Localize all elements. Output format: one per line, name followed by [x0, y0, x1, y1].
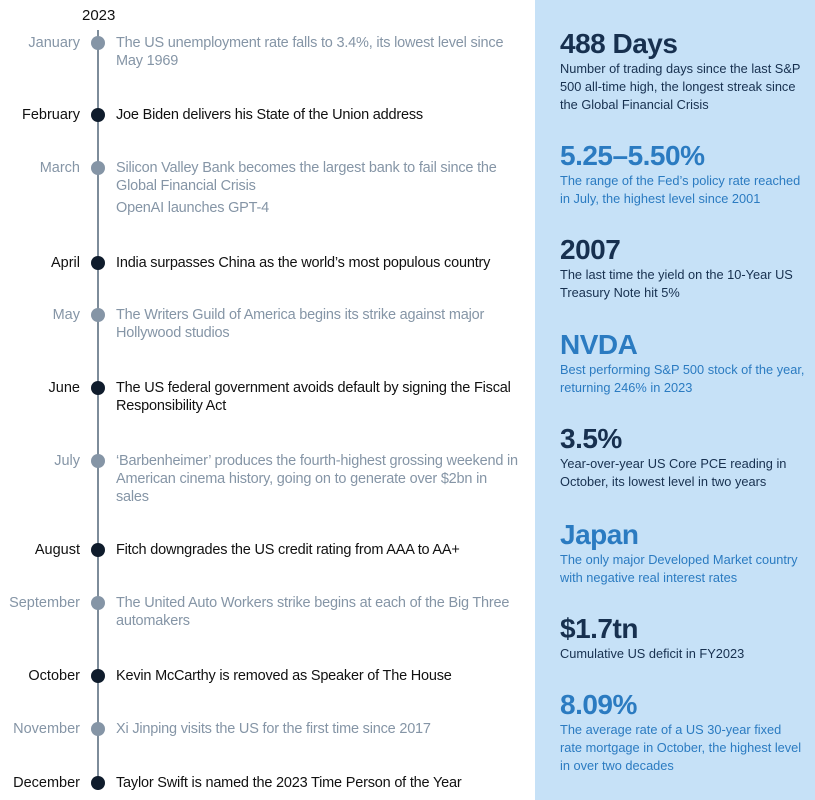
- month-label: January: [28, 35, 80, 51]
- event-text: Xi Jinping visits the US for the first t…: [116, 721, 431, 737]
- stat-description: The average rate of a US 30-year fixed r…: [560, 722, 802, 773]
- month-label: April: [50, 255, 80, 271]
- timeline-dot: [91, 543, 105, 557]
- event-group: The US federal government avoids default…: [116, 379, 521, 415]
- timeline-dot: [91, 454, 105, 468]
- event-group: Kevin McCarthy is removed as Speaker of …: [116, 667, 521, 685]
- month-label: February: [21, 107, 80, 123]
- timeline-dot: [91, 256, 105, 270]
- timeline-dot: [91, 308, 105, 322]
- month-label: September: [9, 595, 80, 611]
- event-text: Silicon Valley Bank becomes the largest …: [116, 160, 497, 194]
- stat-description: Number of trading days since the last S&…: [560, 61, 801, 112]
- event-text: Taylor Swift is named the 2023 Time Pers…: [116, 775, 462, 791]
- month-label: October: [28, 668, 80, 684]
- timeline-dot: [91, 161, 105, 175]
- event-group: Taylor Swift is named the 2023 Time Pers…: [116, 774, 521, 792]
- event-group: India surpasses China as the world’s mos…: [116, 254, 521, 272]
- timeline-dot: [91, 596, 105, 610]
- year: 2023: [82, 7, 116, 24]
- stat-value: Japan: [560, 519, 639, 550]
- event-text: The Writers Guild of America begins its …: [116, 307, 485, 341]
- stat-value: $1.7tn: [560, 613, 638, 644]
- stat-block: $1.7tn Cumulative US deficit in FY2023: [560, 613, 805, 663]
- timeline-dot: [91, 108, 105, 122]
- stat-value: 8.09%: [560, 689, 637, 720]
- event-group: Joe Biden delivers his State of the Unio…: [116, 106, 521, 124]
- stat-description: The last time the yield on the 10-Year U…: [560, 267, 793, 300]
- event-group: The United Auto Workers strike begins at…: [116, 594, 521, 630]
- stat-description: Year-over-year US Core PCE reading in Oc…: [560, 456, 787, 489]
- stat-description: The range of the Fed’s policy rate reach…: [560, 173, 801, 206]
- stat-block: 3.5% Year-over-year US Core PCE reading i…: [560, 423, 805, 491]
- timeline-axis: [97, 30, 99, 790]
- event-group: The Writers Guild of America begins its …: [116, 306, 521, 342]
- event-group: Fitch downgrades the US credit rating fr…: [116, 541, 521, 559]
- event-group: The US unemployment rate falls to 3.4%, …: [116, 34, 521, 70]
- month-label: August: [34, 542, 80, 558]
- event-text: Fitch downgrades the US credit rating fr…: [116, 542, 460, 558]
- event-text: India surpasses China as the world’s mos…: [116, 255, 491, 271]
- month-label: December: [13, 775, 80, 791]
- event-group: ‘Barbenheimer’ produces the fourth-highe…: [116, 452, 521, 506]
- stat-description: The only major Developed Market country …: [560, 552, 798, 585]
- stat-description: Best performing S&P 500 stock of the yea…: [560, 362, 805, 395]
- stat-block: NVDA Best performing S&P 500 stock of the…: [560, 329, 805, 397]
- stats-panel: 488 Days Number of trading days since the…: [535, 0, 815, 800]
- timeline-dot: [91, 669, 105, 683]
- timeline-dot: [91, 381, 105, 395]
- month-label: July: [54, 453, 80, 469]
- stat-value: NVDA: [560, 329, 638, 360]
- stat-value: 488 Days: [560, 28, 678, 59]
- event-text: The United Auto Workers strike begins at…: [116, 595, 510, 629]
- month-label: November: [13, 721, 80, 737]
- event-group: Xi Jinping visits the US for the first t…: [116, 720, 521, 738]
- stat-block: 8.09% The average rate of a US 30-year fi…: [560, 689, 805, 775]
- stat-description: Cumulative US deficit in FY2023: [560, 646, 745, 661]
- stat-block: 5.25–5.50% The range of the Fed’s policy …: [560, 140, 805, 208]
- stat-value: 5.25–5.50%: [560, 140, 705, 171]
- stat-value: 2007: [560, 234, 621, 265]
- event-text: Joe Biden delivers his State of the Unio…: [116, 107, 423, 123]
- stat-block: 2007 The last time the yield on the 10-Ye…: [560, 234, 805, 302]
- event-text: ‘Barbenheimer’ produces the fourth-highe…: [116, 453, 518, 505]
- timeline-dot: [91, 722, 105, 736]
- event-group: Silicon Valley Bank becomes the largest …: [116, 159, 521, 217]
- month-label: May: [52, 307, 80, 323]
- event-text: Kevin McCarthy is removed as Speaker of …: [116, 668, 452, 684]
- stat-value: 3.5%: [560, 423, 622, 454]
- timeline-dot: [91, 776, 105, 790]
- month-label: June: [48, 380, 80, 396]
- stat-block: Japan The only major Developed Market cou…: [560, 519, 805, 587]
- stat-block: 488 Days Number of trading days since the…: [560, 28, 805, 114]
- month-label: March: [39, 160, 80, 176]
- event-text: OpenAI launches GPT-4: [116, 200, 269, 216]
- event-text: The US federal government avoids default…: [116, 380, 511, 414]
- event-text: The US unemployment rate falls to 3.4%, …: [116, 35, 504, 69]
- timeline-dot: [91, 36, 105, 50]
